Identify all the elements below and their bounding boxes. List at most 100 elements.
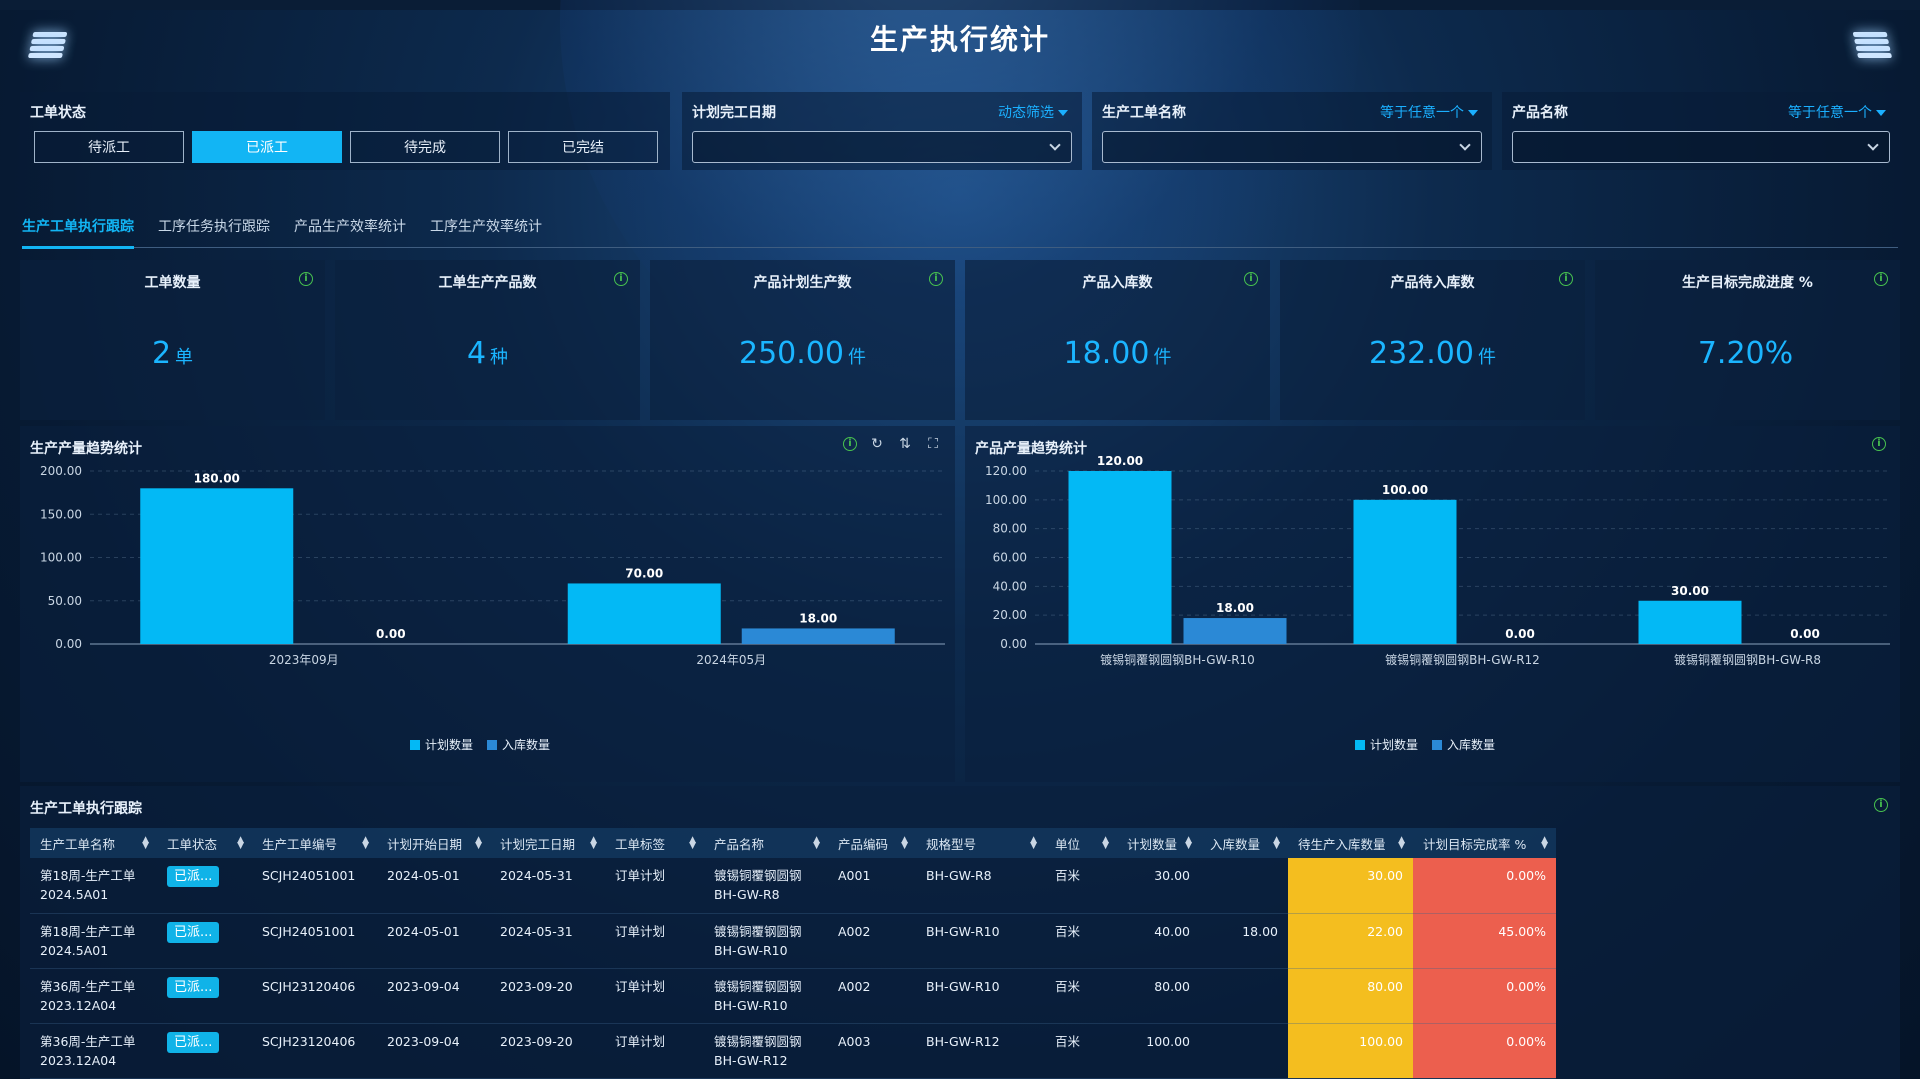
- production-trend-chart: 生产产量趋势统计 i ↻ ⇅ ⛶ 0.00 50.00 100.00 150.00 20…: [20, 426, 955, 782]
- bar[interactable]: [1638, 600, 1742, 644]
- status-option-dispatched[interactable]: 已派工: [192, 131, 342, 163]
- order-name-mode[interactable]: 等于任意一个: [1380, 102, 1478, 122]
- sort-icon[interactable]: ▲ ▼: [362, 835, 369, 851]
- info-icon[interactable]: i: [1874, 272, 1888, 286]
- table-row[interactable]: 第18周-生产工单 2024.5A01 已派... SCJH24051001 2024-…: [30, 858, 1556, 914]
- status-option-closed[interactable]: 已完结: [508, 131, 658, 163]
- legend-item-stocked[interactable]: 入库数量: [1432, 736, 1495, 753]
- table-cell: 18.00: [1200, 913, 1288, 969]
- column-header[interactable]: 工单标签 ▲ ▼: [605, 828, 704, 858]
- table-header: 生产工单名称 ▲ ▼ 工单状态 ▲ ▼ 生产工单编号 ▲ ▼ 计划开始日期 ▲ ▼ 计划完工日期 ▲ ▼ 工单…: [30, 828, 1556, 858]
- sort-icon[interactable]: ▲ ▼: [1541, 835, 1548, 851]
- column-header[interactable]: 待生产入库数量 ▲ ▼: [1288, 828, 1413, 858]
- tab-product-efficiency[interactable]: 产品生产效率统计: [294, 219, 406, 235]
- sort-icon[interactable]: ▲ ▼: [590, 835, 597, 851]
- table-cell: 100.00: [1288, 1023, 1413, 1079]
- bar[interactable]: [567, 583, 721, 644]
- product-name-select[interactable]: [1512, 131, 1890, 163]
- y-tick-label: 100.00: [985, 493, 1027, 507]
- chevron-down-icon: [1867, 139, 1879, 151]
- table-cell: 第18周-生产工单 2024.5A01: [30, 858, 157, 914]
- column-header[interactable]: 产品编码 ▲ ▼: [828, 828, 916, 858]
- sort-icon[interactable]: ▲ ▼: [237, 835, 244, 851]
- status-badge[interactable]: 已派...: [167, 921, 220, 943]
- sort-icon[interactable]: ▲ ▼: [901, 835, 908, 851]
- kpi-pending-stock: 产品待入库数 i 232.00 件: [1280, 260, 1585, 420]
- status-badge[interactable]: 已派...: [167, 976, 220, 998]
- status-option-pending-complete[interactable]: 待完成: [350, 131, 500, 163]
- column-header[interactable]: 工单状态 ▲ ▼: [157, 828, 252, 858]
- legend-item-planned[interactable]: 计划数量: [410, 736, 473, 753]
- info-icon[interactable]: i: [1559, 272, 1573, 286]
- table-row[interactable]: 第18周-生产工单 2024.5A01 已派... SCJH24051001 2024-…: [30, 913, 1556, 969]
- info-icon[interactable]: i: [929, 272, 943, 286]
- sort-icon[interactable]: ▲ ▼: [813, 835, 820, 851]
- y-tick-label: 40.00: [993, 579, 1027, 593]
- table-body: 第18周-生产工单 2024.5A01 已派... SCJH24051001 2024-…: [30, 858, 1556, 1079]
- info-icon[interactable]: i: [1874, 798, 1888, 812]
- sort-icon[interactable]: ▲ ▼: [142, 835, 149, 851]
- column-header[interactable]: 入库数量 ▲ ▼: [1200, 828, 1288, 858]
- table-cell: 第36周-生产工单 2023.12A04: [30, 968, 157, 1024]
- sort-icon[interactable]: ▲ ▼: [1398, 835, 1405, 851]
- column-header[interactable]: 计划数量 ▲ ▼: [1117, 828, 1200, 858]
- bar[interactable]: [140, 488, 294, 644]
- column-header[interactable]: 计划开始日期 ▲ ▼: [377, 828, 490, 858]
- status-badge[interactable]: 已派...: [167, 866, 220, 887]
- sort-icon[interactable]: ▲ ▼: [1030, 835, 1037, 851]
- x-tick-label: 镀锡铜覆钢圆钢BH-GW-R8: [1674, 652, 1821, 667]
- product-name-mode[interactable]: 等于任意一个: [1788, 102, 1886, 122]
- plan-date-mode[interactable]: 动态筛选: [998, 102, 1068, 122]
- column-header[interactable]: 生产工单名称 ▲ ▼: [30, 828, 157, 858]
- column-header[interactable]: 规格型号 ▲ ▼: [916, 828, 1045, 858]
- bar-value-label: 100.00: [1382, 483, 1428, 497]
- tab-bar: 生产工单执行跟踪 工序任务执行跟踪 产品生产效率统计 工序生产效率统计: [22, 212, 1898, 249]
- table-row[interactable]: 第36周-生产工单 2023.12A04 已派... SCJH23120406 2023…: [30, 1023, 1556, 1079]
- table-cell: 2024-05-01: [377, 913, 490, 969]
- order-name-select[interactable]: [1102, 131, 1482, 163]
- refresh-icon[interactable]: ↻: [871, 436, 883, 452]
- sort-icon[interactable]: ▲ ▼: [475, 835, 482, 851]
- sort-icon[interactable]: ▲ ▼: [1273, 835, 1280, 851]
- column-header[interactable]: 生产工单编号 ▲ ▼: [252, 828, 377, 858]
- info-icon[interactable]: i: [1872, 437, 1886, 451]
- plan-date-select[interactable]: [692, 131, 1072, 163]
- y-tick-label: 200.00: [40, 464, 82, 478]
- column-header[interactable]: 产品名称 ▲ ▼: [704, 828, 828, 858]
- x-tick-label: 2024年05月: [696, 653, 766, 667]
- table-cell: A001: [828, 858, 916, 914]
- kpi-stocked-quantity: 产品入库数 i 18.00 件: [965, 260, 1270, 420]
- y-tick-label: 20.00: [993, 608, 1027, 622]
- kpi-label: 生产目标完成进度 %: [1682, 275, 1813, 291]
- sort-icon[interactable]: ▲ ▼: [1102, 835, 1109, 851]
- kpi-value: 18.00 件: [1063, 336, 1172, 371]
- sort-icon[interactable]: ▲ ▼: [1185, 835, 1192, 851]
- tab-process-efficiency[interactable]: 工序生产效率统计: [430, 219, 542, 235]
- bar[interactable]: [1353, 499, 1457, 644]
- tab-process-task-tracking[interactable]: 工序任务执行跟踪: [158, 219, 270, 235]
- legend-item-stocked[interactable]: 入库数量: [487, 736, 550, 753]
- sort-icon[interactable]: ▲ ▼: [689, 835, 696, 851]
- table-row[interactable]: 第36周-生产工单 2023.12A04 已派... SCJH23120406 2023…: [30, 968, 1556, 1024]
- info-icon[interactable]: i: [843, 437, 857, 451]
- bar[interactable]: [741, 628, 895, 644]
- info-icon[interactable]: i: [299, 272, 313, 286]
- legend-item-planned[interactable]: 计划数量: [1355, 736, 1418, 753]
- bar[interactable]: [1183, 618, 1287, 644]
- table-cell: 0.00%: [1413, 858, 1556, 914]
- column-header[interactable]: 单位 ▲ ▼: [1045, 828, 1117, 858]
- x-tick-label: 镀锡铜覆钢圆钢BH-GW-R12: [1385, 652, 1540, 667]
- status-badge[interactable]: 已派...: [167, 1031, 220, 1053]
- info-icon[interactable]: i: [614, 272, 628, 286]
- sort-icon[interactable]: ⇅: [899, 436, 911, 452]
- column-header[interactable]: 计划目标完成率 % ▲ ▼: [1413, 828, 1556, 858]
- fullscreen-icon[interactable]: ⛶: [928, 436, 938, 452]
- bar[interactable]: [1068, 471, 1172, 644]
- table-cell: BH-GW-R8: [916, 858, 1045, 914]
- column-header[interactable]: 计划完工日期 ▲ ▼: [490, 828, 605, 858]
- status-option-pending-dispatch[interactable]: 待派工: [34, 131, 184, 163]
- kpi-label: 工单生产产品数: [438, 275, 537, 291]
- tab-order-tracking[interactable]: 生产工单执行跟踪: [22, 216, 134, 249]
- info-icon[interactable]: i: [1244, 272, 1258, 286]
